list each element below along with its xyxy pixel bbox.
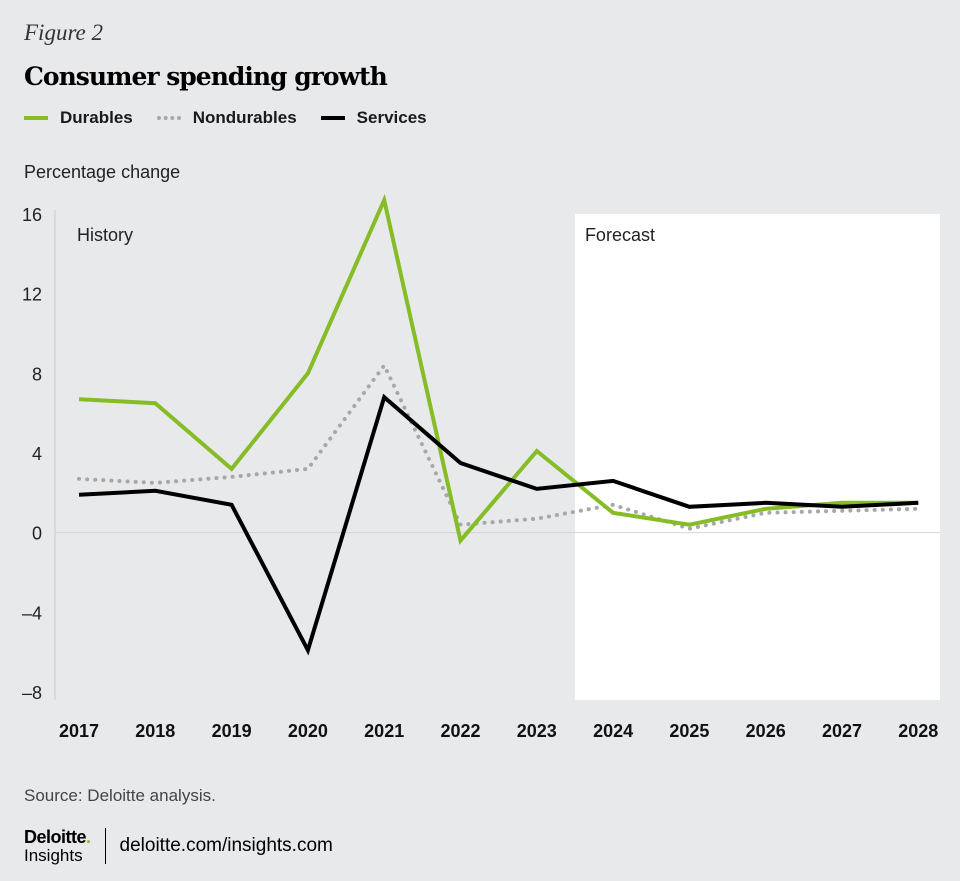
x-tick-label: 2027 — [822, 721, 862, 741]
x-tick-label: 2021 — [364, 721, 404, 741]
figure-label: Figure 2 — [24, 20, 103, 45]
x-tick-label: 2023 — [517, 721, 557, 741]
series-line-durables — [78, 193, 919, 545]
x-tick-label: 2022 — [440, 721, 480, 741]
x-tick-label: 2020 — [288, 721, 328, 741]
series-line-services — [78, 393, 919, 656]
footer: Deloitte. Insights deloitte.com/insights… — [24, 826, 333, 866]
y-tick-label: –4 — [22, 603, 42, 623]
series-line-nondurables — [77, 361, 921, 531]
x-tick-label: 2026 — [746, 721, 786, 741]
x-tick-label: 2017 — [59, 721, 99, 741]
deloitte-logo: Deloitte. Insights — [24, 828, 91, 864]
x-tick-label: 2028 — [898, 721, 938, 741]
footer-url-link[interactable]: deloitte.com/insights.com — [119, 835, 333, 856]
legend-label-services: Services — [356, 108, 427, 127]
x-tick-label: 2019 — [212, 721, 252, 741]
y-tick-label: 4 — [32, 444, 42, 464]
legend: Durables Nondurables Services — [24, 106, 451, 130]
forecast-panel — [574, 214, 940, 700]
legend-swatch-services — [320, 116, 345, 120]
x-tick-label: 2025 — [669, 721, 709, 741]
x-tick-label: 2024 — [593, 721, 633, 741]
y-tick-label: –8 — [22, 683, 42, 703]
region-label-forecast: Forecast — [585, 225, 655, 245]
y-axis-label: Percentage change — [24, 162, 181, 182]
y-tick-label: 16 — [22, 205, 42, 225]
legend-item-services: Services — [320, 108, 427, 128]
source-note: Source: Deloitte analysis. — [24, 786, 216, 805]
y-tick-label: 0 — [32, 524, 42, 544]
y-tick-label: 8 — [32, 364, 42, 384]
legend-label-durables: Durables — [60, 108, 133, 127]
x-tick-label: 2018 — [135, 721, 175, 741]
legend-item-durables: Durables — [24, 108, 133, 128]
brand-name: Deloitte. — [24, 828, 91, 846]
y-tick-label: 12 — [22, 285, 42, 305]
brand-sub: Insights — [24, 846, 83, 865]
footer-divider — [104, 828, 106, 864]
brand-dot: . — [86, 827, 91, 847]
legend-swatch-durables — [24, 116, 48, 120]
region-label-history: History — [77, 225, 133, 245]
chart-title: Consumer spending growth — [24, 62, 388, 91]
brand-name-text: Deloitte — [24, 827, 87, 847]
legend-item-nondurables: Nondurables — [156, 108, 297, 128]
legend-swatch-nondurables — [156, 116, 181, 120]
legend-label-nondurables: Nondurables — [192, 108, 297, 127]
